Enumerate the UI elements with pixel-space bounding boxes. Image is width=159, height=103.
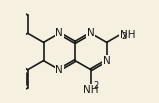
Text: 2: 2	[122, 32, 127, 41]
Text: N: N	[55, 28, 63, 38]
Text: N: N	[87, 28, 95, 38]
Text: 2: 2	[93, 81, 98, 90]
Text: NH: NH	[83, 85, 99, 95]
Text: N: N	[55, 65, 63, 75]
Text: N: N	[103, 56, 111, 66]
Text: NH: NH	[120, 30, 135, 40]
